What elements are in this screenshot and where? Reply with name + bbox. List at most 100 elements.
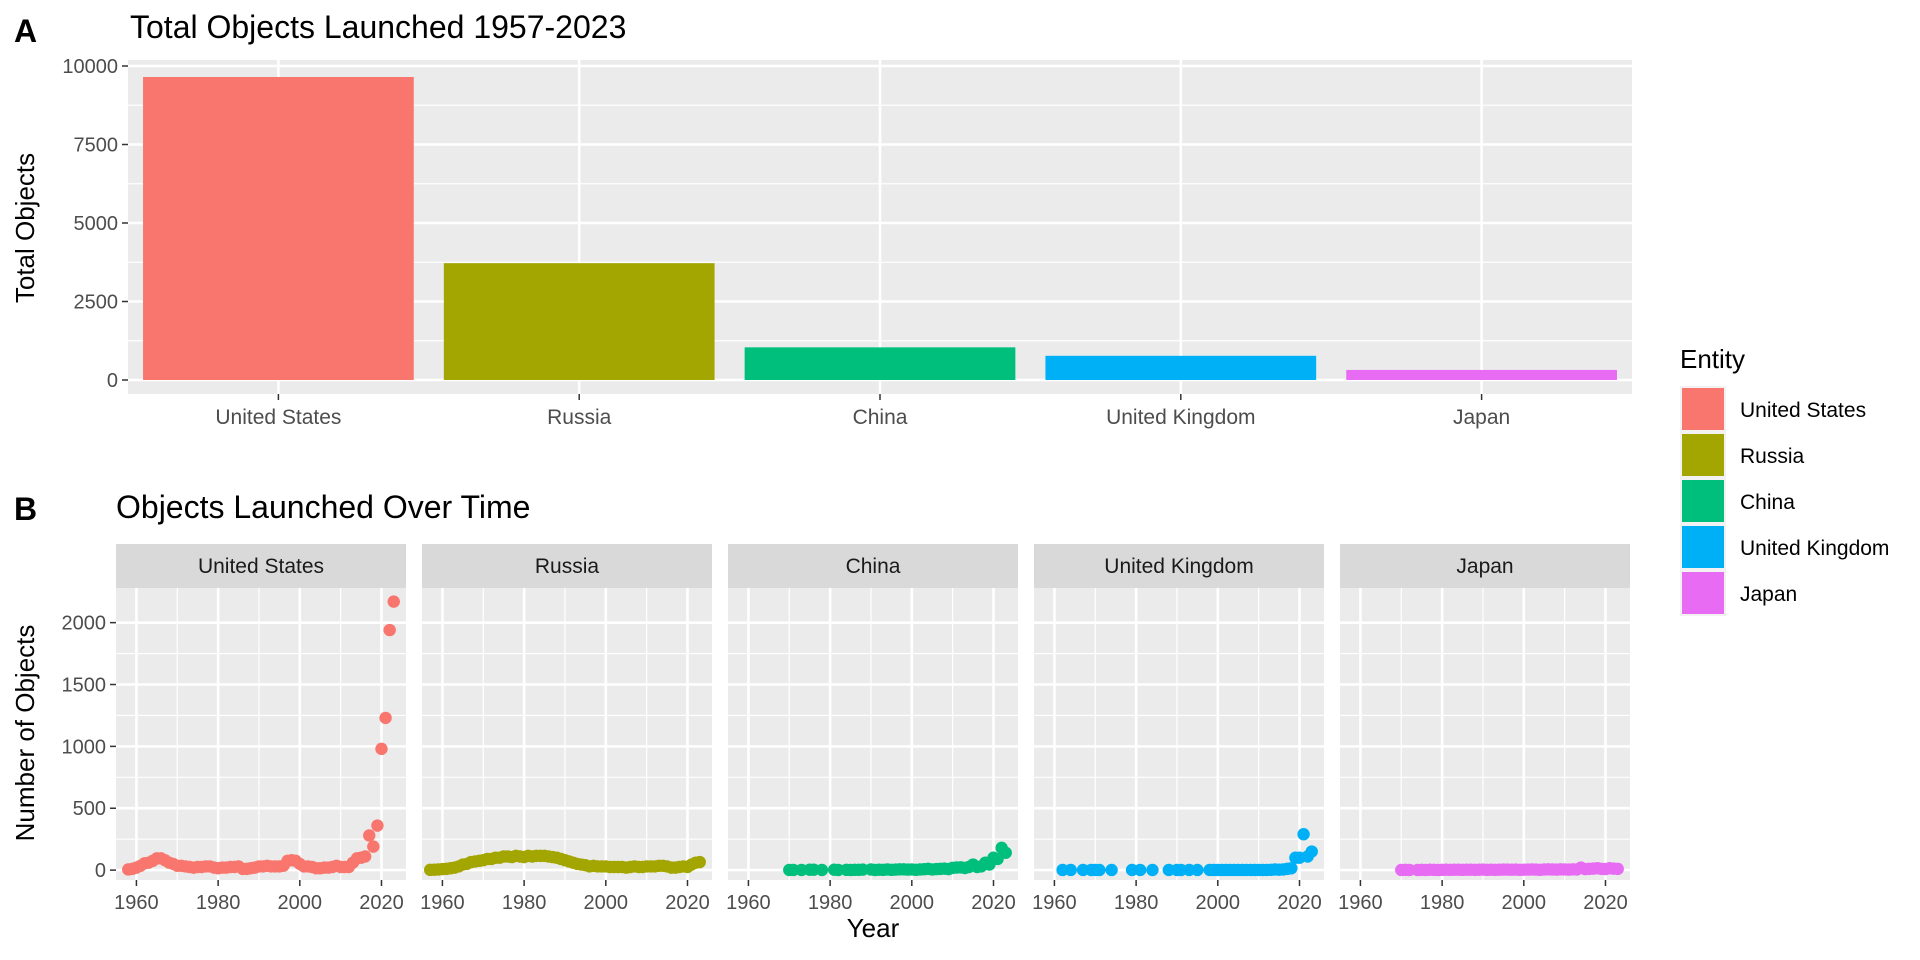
legend-label: Japan [1740,583,1797,606]
chart-b-facet-label: Russia [535,555,600,578]
chart-a-y-tick-label: 2500 [74,292,119,314]
chart-a-bar [744,347,1016,380]
chart-b-point [371,819,384,832]
chart-b-point [1611,862,1624,876]
chart-b-facet: United Kingdom 1960 1980 2000 2020 [1032,544,1324,914]
legend-swatch [1682,480,1724,522]
legend-item: China [1680,478,1795,524]
chart-b-y-tick-label: 500 [73,798,106,820]
chart-b-point [693,855,706,869]
chart-b-x-tick-label: 1980 [502,892,547,914]
chart-b-facet: Japan 1960 1980 2000 2020 [1338,544,1630,914]
chart-b-x-tick-label: 1960 [1338,892,1383,914]
chart-a-x-tick-label: United Kingdom [1106,406,1255,429]
chart-b-point [815,863,829,877]
legend-label: China [1740,491,1795,514]
legend: Entity United States Russia China United Ki… [1680,344,1889,616]
chart-b-x-tick-label: 2020 [1277,892,1322,914]
chart-a-y-tick-label: 0 [107,370,118,392]
chart-a-x-tick-label: United States [215,406,341,429]
chart-b-y-tick-label: 2000 [62,613,107,635]
chart-a-x-tick-label: Japan [1453,406,1510,429]
chart-b-x-tick-label: 1960 [420,892,465,914]
chart-b-x-tick-label: 2000 [584,892,629,914]
chart-b-x-tick-label: 2000 [1196,892,1241,914]
chart-b: 0 500 1000 1500 2000 United States 1960 1980 200… [62,544,1630,914]
chart-b-facet-plot-background [728,588,1018,880]
chart-a-bar [1045,355,1317,380]
chart-b-point [999,846,1012,859]
panel-label-a: A [14,13,37,49]
chart-b-facet-strip [1340,544,1630,588]
legend-swatch [1682,434,1724,476]
chart-a-bar [1346,369,1617,380]
chart-b-x-tick-label: 2000 [890,892,935,914]
legend-label: United States [1740,399,1866,422]
chart-b-facet-label: Japan [1456,555,1513,578]
chart-b-facet-plot-background [1034,588,1324,880]
chart-b-point [1093,863,1106,877]
chart-b-facet-plot-background [1340,588,1630,880]
chart-b-facet-label: United Kingdom [1104,555,1253,578]
chart-a-x-tick-label: Russia [547,406,612,429]
chart-b-point [363,829,376,842]
chart-a-title: Total Objects Launched 1957-2023 [130,9,626,45]
chart-b-point [387,595,400,608]
chart-a-y-axis-label: Total Objects [10,153,40,303]
legend-swatch [1682,526,1724,568]
legend-title: Entity [1680,344,1745,374]
chart-b-point [1191,863,1204,877]
chart-b-point [1105,863,1118,877]
chart-b-facet-strip [1034,544,1324,588]
chart-b-x-tick-label: 1980 [808,892,853,914]
legend-swatch [1682,572,1724,614]
chart-b-x-tick-label: 2020 [359,892,404,914]
chart-b-facet-strip [116,544,406,588]
chart-b-point [358,850,372,863]
chart-b-facet-plot-background [116,588,406,880]
chart-b-x-tick-label: 2020 [665,892,710,914]
legend-swatch [1682,388,1724,430]
panel-label-b: B [14,491,37,527]
chart-a-bar [443,263,715,380]
chart-b-x-tick-label: 1960 [114,892,159,914]
chart-a-bar [143,76,414,381]
legend-label: Russia [1740,445,1805,468]
chart-b-x-tick-label: 2020 [1583,892,1628,914]
chart-b-x-tick-label: 1960 [1032,892,1077,914]
chart-b-facet-plot-background [422,588,712,880]
chart-b-point [1133,863,1147,877]
legend-item: United Kingdom [1680,524,1889,570]
chart-b-facet: China 1960 1980 2000 2020 [726,544,1018,914]
legend-item: Russia [1680,432,1805,478]
chart-a-x-tick-label: China [853,406,908,429]
legend-item: Japan [1680,570,1797,616]
chart-b-facet-label: China [846,555,901,578]
chart-a-y-tick-label: 7500 [74,135,119,157]
chart-b-y-tick-label: 1000 [62,736,107,758]
chart-b-point [375,742,388,756]
chart-b-y-axis-label: Number of Objects [10,625,40,842]
chart-b-y-tick-label: 0 [95,860,106,882]
chart-b-point [367,840,380,853]
chart-b-x-tick-label: 1960 [726,892,771,914]
chart-b-facet: United States 1960 1980 2000 2020 [114,544,406,914]
chart-b-point [379,711,392,725]
chart-b-x-tick-label: 1980 [1420,892,1465,914]
chart-b-title: Objects Launched Over Time [116,489,530,525]
chart-b-point [1064,863,1077,877]
chart-b-facet-label: United States [198,555,324,578]
chart-b-point [1297,828,1310,841]
chart-b-point [1285,862,1298,875]
chart-a-y-tick-label: 10000 [62,56,118,78]
chart-b-y-tick-label: 1500 [62,675,107,697]
chart-b-x-tick-label: 1980 [196,892,241,914]
chart-b-x-tick-label: 1980 [1114,892,1159,914]
chart-a-y-tick-label: 5000 [74,213,119,235]
chart-b-facet-strip [422,544,712,588]
chart-b-facet: Russia 1960 1980 2000 2020 [420,544,712,914]
chart-b-x-tick-label: 2020 [971,892,1016,914]
legend-label: United Kingdom [1740,537,1889,560]
chart-a: 0 2500 5000 7500 10000 United States Russia Chi… [62,56,1632,429]
